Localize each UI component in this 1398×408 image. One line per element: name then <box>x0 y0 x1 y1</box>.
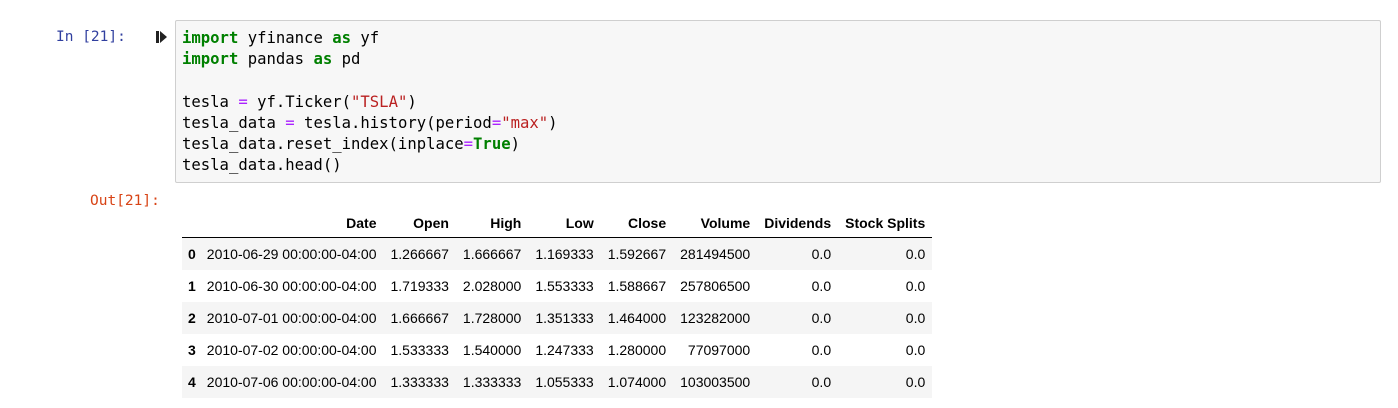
table-cell: 123282000 <box>680 310 751 326</box>
table-row: 2 2010-07-01 00:00:00-04:00 1.666667 1.7280… <box>182 302 933 334</box>
code-token: yf.Ticker( <box>247 92 352 111</box>
column-header: Date <box>199 208 384 238</box>
table-cell: 0.0 <box>905 342 926 358</box>
table-cell: 1.592667 <box>607 246 667 262</box>
table-cell: 1.540000 <box>462 342 522 358</box>
code-editor[interactable]: import yfinance as yf import pandas as p… <box>182 28 558 176</box>
code-line: tesla_data.head() <box>182 156 342 174</box>
code-line: import yfinance as yf <box>182 29 379 47</box>
table-header-row: Date Open High Low Close Volume Dividends Stock… <box>182 208 933 238</box>
code-input-area[interactable]: import yfinance as yf import pandas as p… <box>175 20 1381 183</box>
table-cell: 77097000 <box>687 342 751 358</box>
row-index: 4 <box>188 374 196 390</box>
table-row: 3 2010-07-02 00:00:00-04:00 1.533333 1.5400… <box>182 334 932 366</box>
row-index: 3 <box>188 342 196 358</box>
code-token: pd <box>332 50 361 69</box>
code-token: tesla.history(period <box>294 113 492 132</box>
code-token: tesla_data.reset_index(inplace <box>182 135 464 154</box>
code-token: True <box>473 135 511 154</box>
table-cell: 1.074000 <box>607 374 667 390</box>
table-cell: 1.280000 <box>607 342 667 358</box>
column-header: High <box>455 208 529 238</box>
row-index: 1 <box>188 278 196 294</box>
row-index: 2 <box>188 310 196 326</box>
table-cell: 1.666667 <box>462 246 522 262</box>
table-cell: 2010-06-30 00:00:00-04:00 <box>206 278 377 294</box>
table-cell: 2010-06-29 00:00:00-04:00 <box>206 246 377 262</box>
table-cell: 1.266667 <box>390 246 449 262</box>
code-token: import <box>182 50 239 69</box>
code-token: "TSLA" <box>351 92 408 111</box>
table-cell: 1.464000 <box>607 310 667 326</box>
table-cell: 0.0 <box>905 246 926 262</box>
in-prompt: In [21]: <box>56 29 126 45</box>
code-token: = <box>491 113 502 132</box>
table-cell: 1.055333 <box>535 374 594 390</box>
column-header: Low <box>528 208 601 238</box>
table-cell: 0.0 <box>905 278 926 294</box>
table-cell: 0.0 <box>811 310 832 326</box>
code-token: tesla_data.head() <box>182 156 342 175</box>
table-cell: 1.247333 <box>535 342 594 358</box>
table-cell: 2010-07-06 00:00:00-04:00 <box>206 374 377 390</box>
column-header: Dividends <box>757 208 839 238</box>
column-header: Open <box>383 208 456 238</box>
table-cell: 2010-07-02 00:00:00-04:00 <box>206 342 377 358</box>
table-cell: 1.351333 <box>535 310 594 326</box>
code-token: = <box>285 113 295 132</box>
table-cell: 1.728000 <box>462 310 522 326</box>
code-token: as <box>313 50 333 69</box>
column-header: Stock Splits <box>838 208 933 238</box>
code-token: = <box>463 135 474 154</box>
table-cell: 0.0 <box>811 246 832 262</box>
code-token: ) <box>548 113 558 132</box>
code-token: ) <box>407 92 417 111</box>
step-forward-icon[interactable] <box>156 30 168 44</box>
code-line: tesla_data = tesla.history(period="max") <box>182 114 558 132</box>
table-cell: 1.169333 <box>535 246 594 262</box>
code-line: tesla_data.reset_index(inplace=True) <box>182 135 520 153</box>
table-cell: 257806500 <box>680 278 751 294</box>
table-cell: 1.533333 <box>390 342 449 358</box>
code-token: tesla_data <box>182 113 286 132</box>
table-cell: 2.028000 <box>462 278 522 294</box>
table-row: 0 2010-06-29 00:00:00-04:00 1.266667 1.6666… <box>182 237 933 270</box>
row-index: 0 <box>188 246 196 262</box>
code-token: tesla <box>182 92 239 111</box>
table-cell: 1.553333 <box>535 278 594 294</box>
index-header <box>182 208 200 238</box>
code-token: pandas <box>238 50 314 69</box>
table-cell: 0.0 <box>905 310 926 326</box>
code-token: as <box>332 29 352 47</box>
table-cell: 281494500 <box>680 246 751 262</box>
table-cell: 103003500 <box>680 374 751 390</box>
table-row: 4 2010-07-06 00:00:00-04:00 1.333333 1.3333… <box>182 366 933 398</box>
table-cell: 0.0 <box>811 374 832 390</box>
dataframe-table: Date Open High Low Close Volume Dividends Stock… <box>182 208 933 398</box>
code-line: tesla = yf.Ticker("TSLA") <box>182 93 417 111</box>
table-cell: 1.333333 <box>390 374 449 390</box>
code-token: = <box>238 92 248 111</box>
table-cell: 1.719333 <box>390 278 449 294</box>
code-token: yf <box>351 29 380 47</box>
table-cell: 0.0 <box>905 374 926 390</box>
column-header: Volume <box>673 208 758 238</box>
out-prompt: Out[21]: <box>90 193 160 209</box>
code-token: ) <box>510 135 520 154</box>
table-cell: 1.588667 <box>607 278 667 294</box>
table-cell: 0.0 <box>811 278 832 294</box>
table-row: 1 2010-06-30 00:00:00-04:00 1.719333 2.0280… <box>182 270 932 302</box>
table-cell: 1.666667 <box>390 310 449 326</box>
table-cell: 0.0 <box>811 342 832 358</box>
code-line: import pandas as pd <box>182 50 360 68</box>
table-cell: 2010-07-01 00:00:00-04:00 <box>206 310 377 326</box>
code-token: "max" <box>501 113 549 132</box>
code-token: yfinance <box>238 29 333 47</box>
column-header: Close <box>600 208 674 238</box>
code-token: import <box>182 29 239 47</box>
table-cell: 1.333333 <box>462 374 522 390</box>
